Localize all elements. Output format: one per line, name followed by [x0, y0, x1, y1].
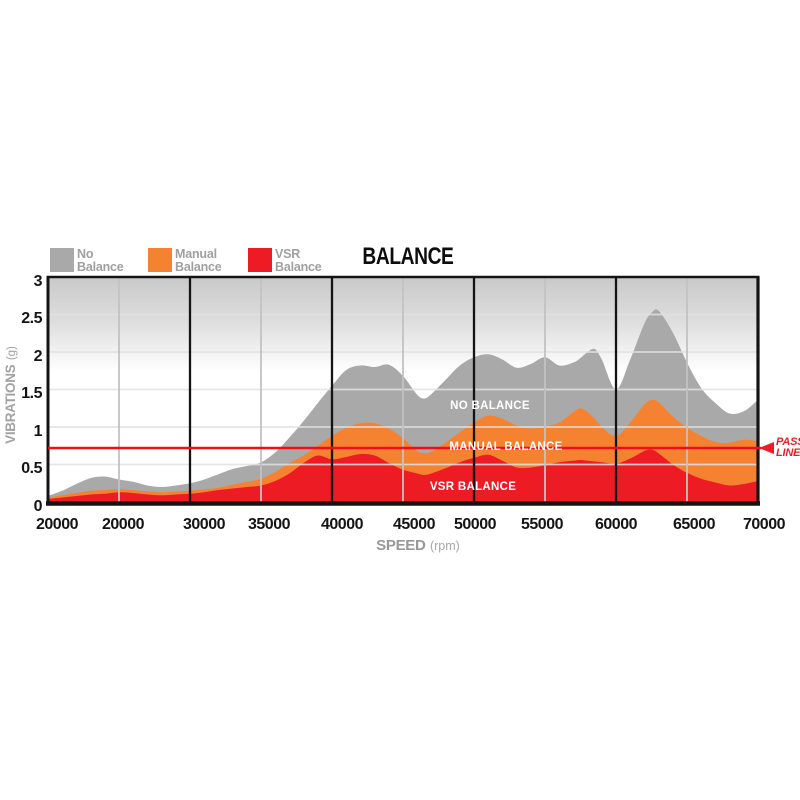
x-tick-20000b: 20000 [102, 516, 145, 533]
legend-item-no-balance: No Balance [50, 248, 124, 274]
y-axis-title: VIBRATIONS (g) [3, 346, 18, 444]
x-tick-40000: 40000 [321, 516, 364, 533]
y-tick-2-5: 2.5 [21, 310, 42, 327]
legend-swatch-manual-balance [148, 248, 172, 272]
legend-label-no-balance: No Balance [77, 247, 124, 274]
area-label-no-balance: NO BALANCE [450, 400, 530, 412]
chart-title: BALANCE [362, 243, 454, 270]
x-tick-20000a: 20000 [36, 516, 79, 533]
x-tick-35000: 35000 [248, 516, 291, 533]
x-tick-55000: 55000 [521, 516, 564, 533]
x-tick-30000: 30000 [183, 516, 226, 533]
y-tick-2: 2 [33, 348, 43, 365]
x-tick-50000: 50000 [454, 516, 497, 533]
y-tick-1: 1 [33, 423, 43, 440]
area-label-manual-balance: MANUAL BALANCE [449, 441, 563, 453]
y-tick-3: 3 [33, 273, 43, 290]
x-tick-45000: 45000 [393, 516, 436, 533]
legend-swatch-vsr-balance [248, 248, 272, 272]
y-tick-0: 0 [33, 498, 43, 515]
legend-label-manual-balance: Manual Balance [175, 247, 222, 274]
x-tick-60000: 60000 [595, 516, 638, 533]
area-label-vsr-balance: VSR BALANCE [429, 481, 517, 493]
pass-line-arrow-icon [759, 442, 774, 454]
legend-label-vsr-balance: VSR Balance [275, 247, 322, 274]
pass-line-label: PASSLINE [776, 436, 800, 459]
x-tick-65000: 65000 [673, 516, 716, 533]
legend-item-manual-balance: Manual Balance [148, 248, 222, 274]
legend-swatch-no-balance [50, 248, 74, 272]
x-axis-title: SPEED (rpm) [376, 537, 460, 554]
x-tick-70000: 70000 [743, 516, 786, 533]
y-tick-1-5: 1.5 [21, 385, 42, 402]
legend-item-vsr-balance: VSR Balance [248, 248, 322, 274]
y-tick-0-5: 0.5 [21, 460, 42, 477]
